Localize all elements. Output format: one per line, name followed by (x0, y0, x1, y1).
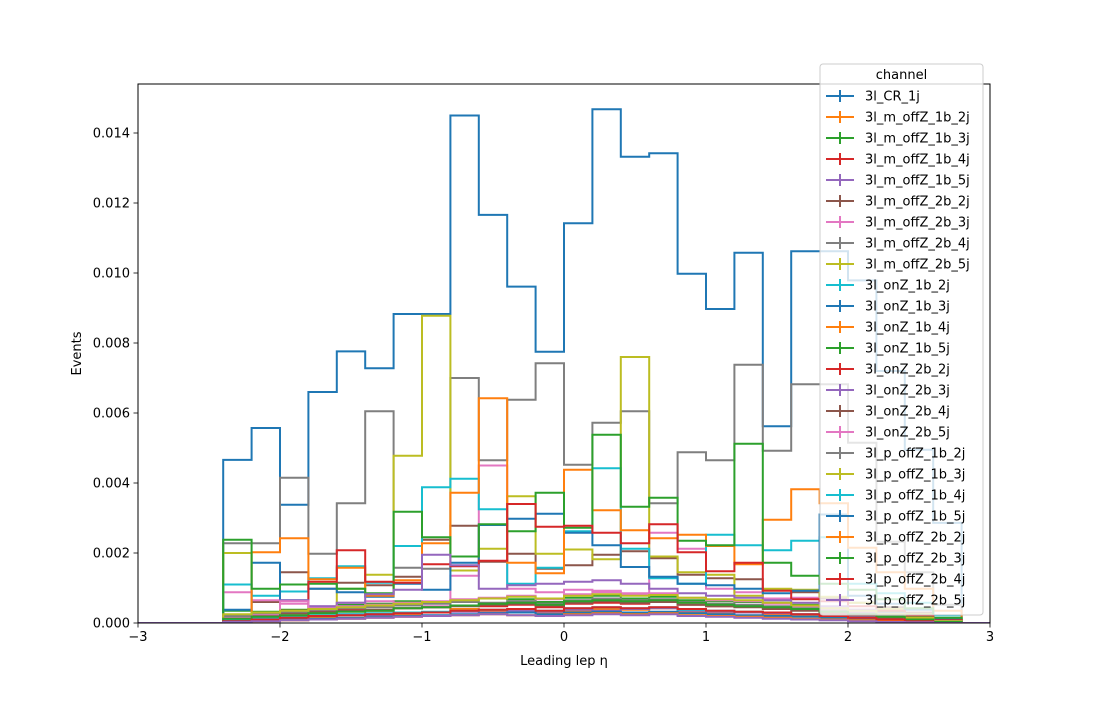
x-tick-label: −1 (412, 630, 431, 645)
legend-label: 3l_onZ_2b_2j (865, 363, 950, 378)
legend-entry: 3l_p_offZ_2b_4j (826, 573, 965, 588)
legend-label: 3l_p_offZ_2b_4j (865, 573, 965, 588)
legend-label: 3l_onZ_1b_4j (865, 321, 950, 336)
legend-box (819, 63, 984, 616)
legend: channel 3l_CR_1j 3l_m_offZ_1b_2j 3l_m_offZ_… (819, 63, 984, 616)
legend-label: 3l_onZ_2b_4j (865, 405, 950, 420)
legend-entry: 3l_onZ_2b_2j (826, 363, 950, 378)
x-axis-label: Leading lep η (520, 654, 608, 669)
legend-entry: 3l_p_offZ_2b_5j (826, 594, 965, 609)
y-tick-label: 0.000 (93, 617, 130, 632)
legend-entry: 3l_onZ_1b_4j (826, 321, 950, 336)
y-axis-label: Events (70, 331, 85, 375)
legend-label: 3l_m_offZ_1b_4j (865, 153, 970, 168)
legend-entry: 3l_m_offZ_1b_5j (826, 174, 970, 189)
legend-label: 3l_p_offZ_1b_2j (865, 447, 965, 462)
legend-entry: 3l_p_offZ_2b_3j (826, 552, 965, 567)
legend-entry: 3l_CR_1j (826, 90, 920, 105)
x-tick-label: 3 (986, 630, 994, 645)
legend-label: 3l_m_offZ_1b_3j (865, 132, 970, 147)
legend-entry: 3l_onZ_2b_3j (826, 384, 950, 399)
y-tick-label: 0.014 (93, 127, 130, 142)
legend-label: 3l_onZ_1b_5j (865, 342, 950, 357)
legend-entry: 3l_p_offZ_1b_2j (826, 447, 965, 462)
y-tick-label: 0.008 (93, 337, 130, 352)
legend-label: 3l_p_offZ_1b_4j (865, 489, 965, 504)
legend-entry: 3l_m_offZ_2b_4j (826, 237, 970, 252)
legend-label: 3l_p_offZ_1b_3j (865, 468, 965, 483)
legend-label: 3l_onZ_1b_3j (865, 300, 950, 315)
y-tick-label: 0.010 (93, 267, 130, 282)
legend-entry: 3l_m_offZ_1b_4j (826, 153, 970, 168)
legend-label: 3l_CR_1j (865, 90, 920, 105)
legend-entry: 3l_p_offZ_1b_5j (826, 510, 965, 525)
x-tick-label: −2 (270, 630, 289, 645)
legend-label: 3l_onZ_1b_2j (865, 279, 950, 294)
legend-label: 3l_m_offZ_2b_2j (865, 195, 970, 210)
legend-label: 3l_p_offZ_1b_5j (865, 510, 965, 525)
legend-label: 3l_m_offZ_1b_2j (865, 111, 970, 126)
legend-entry: 3l_onZ_1b_5j (826, 342, 950, 357)
legend-label: 3l_m_offZ_2b_3j (865, 216, 970, 231)
legend-entry: 3l_p_offZ_1b_4j (826, 489, 965, 504)
legend-entry: 3l_onZ_2b_4j (826, 405, 950, 420)
legend-label: 3l_p_offZ_2b_2j (865, 531, 965, 546)
legend-entry: 3l_m_offZ_1b_2j (826, 111, 970, 126)
legend-entry: 3l_onZ_2b_5j (826, 426, 950, 441)
legend-entry: 3l_m_offZ_2b_2j (826, 195, 970, 210)
x-axis: −3 −2 −1 0 1 2 3 (128, 623, 994, 645)
legend-entry: 3l_m_offZ_2b_5j (826, 258, 970, 273)
legend-label: 3l_onZ_2b_3j (865, 384, 950, 399)
legend-entry: 3l_p_offZ_2b_2j (826, 531, 965, 546)
legend-label: 3l_m_offZ_1b_5j (865, 174, 970, 189)
legend-entry: 3l_m_offZ_1b_3j (826, 132, 970, 147)
x-tick-label: 1 (702, 630, 710, 645)
y-tick-label: 0.004 (93, 477, 130, 492)
legend-label: 3l_m_offZ_2b_5j (865, 258, 970, 273)
legend-label: 3l_onZ_2b_5j (865, 426, 950, 441)
y-tick-label: 0.012 (93, 197, 130, 212)
legend-label: 3l_p_offZ_2b_3j (865, 552, 965, 567)
series-line-3l_p_offZ_2b_5j (138, 613, 990, 623)
legend-entry: 3l_onZ_1b_2j (826, 279, 950, 294)
legend-label: 3l_m_offZ_2b_4j (865, 237, 970, 252)
legend-entry: 3l_p_offZ_1b_3j (826, 468, 965, 483)
legend-entry: 3l_onZ_1b_3j (826, 300, 950, 315)
y-tick-label: 0.002 (93, 547, 130, 562)
legend-title: channel (876, 68, 927, 83)
x-tick-label: −3 (128, 630, 147, 645)
y-axis: 0.000 0.002 0.004 0.006 0.008 0.010 0.012 0.014 (93, 127, 138, 632)
x-tick-label: 0 (560, 630, 568, 645)
legend-label: 3l_p_offZ_2b_5j (865, 594, 965, 609)
series-line-3l_p_offZ_2b_4j (138, 606, 990, 623)
y-tick-label: 0.006 (93, 407, 130, 422)
x-tick-label: 2 (844, 630, 852, 645)
legend-entry: 3l_m_offZ_2b_3j (826, 216, 970, 231)
